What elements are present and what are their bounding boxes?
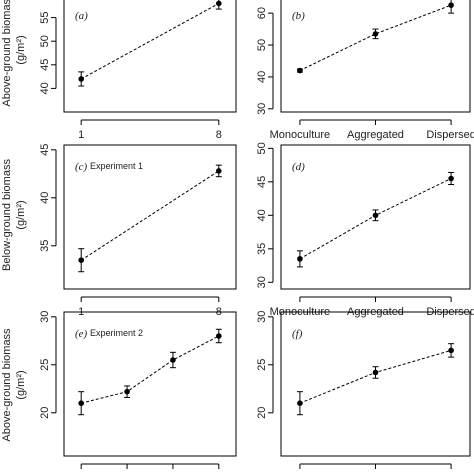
x-tick-label: Aggregated xyxy=(347,129,404,141)
y-axis-unit: (g/m²) xyxy=(15,370,27,399)
panel-note: Experiment 2 xyxy=(90,328,143,338)
y-axis-title: Below-ground biomass xyxy=(1,159,13,271)
data-point xyxy=(78,257,84,264)
series-line xyxy=(81,335,220,404)
data-point xyxy=(448,347,454,354)
data-point xyxy=(448,175,454,182)
x-tick-label: Dispersed xyxy=(426,129,474,141)
y-axis-unit: (g/m²) xyxy=(15,35,27,64)
panel-tag: (a) xyxy=(75,10,88,22)
data-point xyxy=(297,400,303,407)
data-point xyxy=(78,76,84,82)
y-tick-label: 40 xyxy=(39,192,51,204)
y-tick-label: 45 xyxy=(39,144,51,156)
y-tick-label: 30 xyxy=(256,276,268,288)
data-point xyxy=(216,0,222,7)
plot-frame xyxy=(280,311,471,457)
data-point xyxy=(297,256,303,262)
y-tick-label: 40 xyxy=(39,82,51,94)
x-tick-label: 1 xyxy=(78,129,84,141)
y-tick-label: 50 xyxy=(39,35,51,47)
panel-note: Experiment 1 xyxy=(90,161,143,171)
series-line xyxy=(80,170,220,261)
data-point xyxy=(78,400,84,407)
data-point xyxy=(216,333,222,339)
y-tick-label: 35 xyxy=(39,240,51,252)
x-tick-label: 8 xyxy=(216,129,222,141)
y-tick-label: 60 xyxy=(256,7,268,19)
data-point xyxy=(216,168,222,174)
y-tick-label: 20 xyxy=(256,407,268,419)
y-tick-label: 45 xyxy=(256,176,268,188)
series-line xyxy=(80,3,220,80)
y-tick-label: 45 xyxy=(39,59,51,71)
y-tick-label: 35 xyxy=(256,243,268,255)
data-point xyxy=(372,31,379,37)
data-point xyxy=(124,388,130,395)
plot-frame xyxy=(63,311,237,457)
x-tick-label: Monoculture xyxy=(270,129,331,141)
panels: 40 45 50 55 1 8 (a) 30 40 50 60 Monoculture Aggregat… xyxy=(39,0,474,474)
panel-e: 2025301248(e)Experiment 2 xyxy=(39,311,237,474)
plot-frame xyxy=(280,144,471,290)
y-tick-label: 20 xyxy=(39,407,51,419)
plot-frame xyxy=(63,144,237,290)
panel-tag: (e) xyxy=(75,328,88,340)
y-tick-label: 40 xyxy=(256,209,268,221)
panel-a: 40 45 50 55 1 8 (a) xyxy=(39,0,237,141)
y-axis-title: Above-ground biomass xyxy=(1,0,13,107)
data-point xyxy=(448,2,454,8)
y-tick-label: 55 xyxy=(39,11,51,23)
y-tick-label: 30 xyxy=(256,311,268,323)
y-tick-label: 30 xyxy=(39,311,51,323)
data-point xyxy=(297,67,303,74)
panel-f: 202530MonocultureAggregatedDispersed(f) xyxy=(256,311,474,474)
panel-b: 30 40 50 60 Monoculture Aggregated Dispersed (b… xyxy=(256,0,474,141)
series-line xyxy=(299,4,452,71)
y-tick-label: 30 xyxy=(256,103,268,115)
y-tick-label: 40 xyxy=(256,71,268,83)
plot-frame xyxy=(63,0,237,113)
y-axis-title: Above-ground biomass xyxy=(1,328,13,442)
data-point xyxy=(372,369,379,376)
y-tick-label: 50 xyxy=(256,142,268,154)
data-point xyxy=(372,212,379,219)
panel-tag: (b) xyxy=(292,10,305,22)
panel-tag: (f) xyxy=(292,328,303,340)
panel-tag: (d) xyxy=(292,161,305,173)
data-point xyxy=(170,357,176,363)
y-axis-unit: (g/m²) xyxy=(15,200,27,229)
y-axis-labels: Above-ground biomass (g/m²)Below-ground b… xyxy=(1,0,27,442)
y-tick-label: 25 xyxy=(39,359,51,371)
y-tick-label: 25 xyxy=(256,359,268,371)
panel-tag: (c) xyxy=(75,161,88,173)
y-tick-label: 50 xyxy=(256,39,268,51)
plot-frame xyxy=(280,0,471,113)
